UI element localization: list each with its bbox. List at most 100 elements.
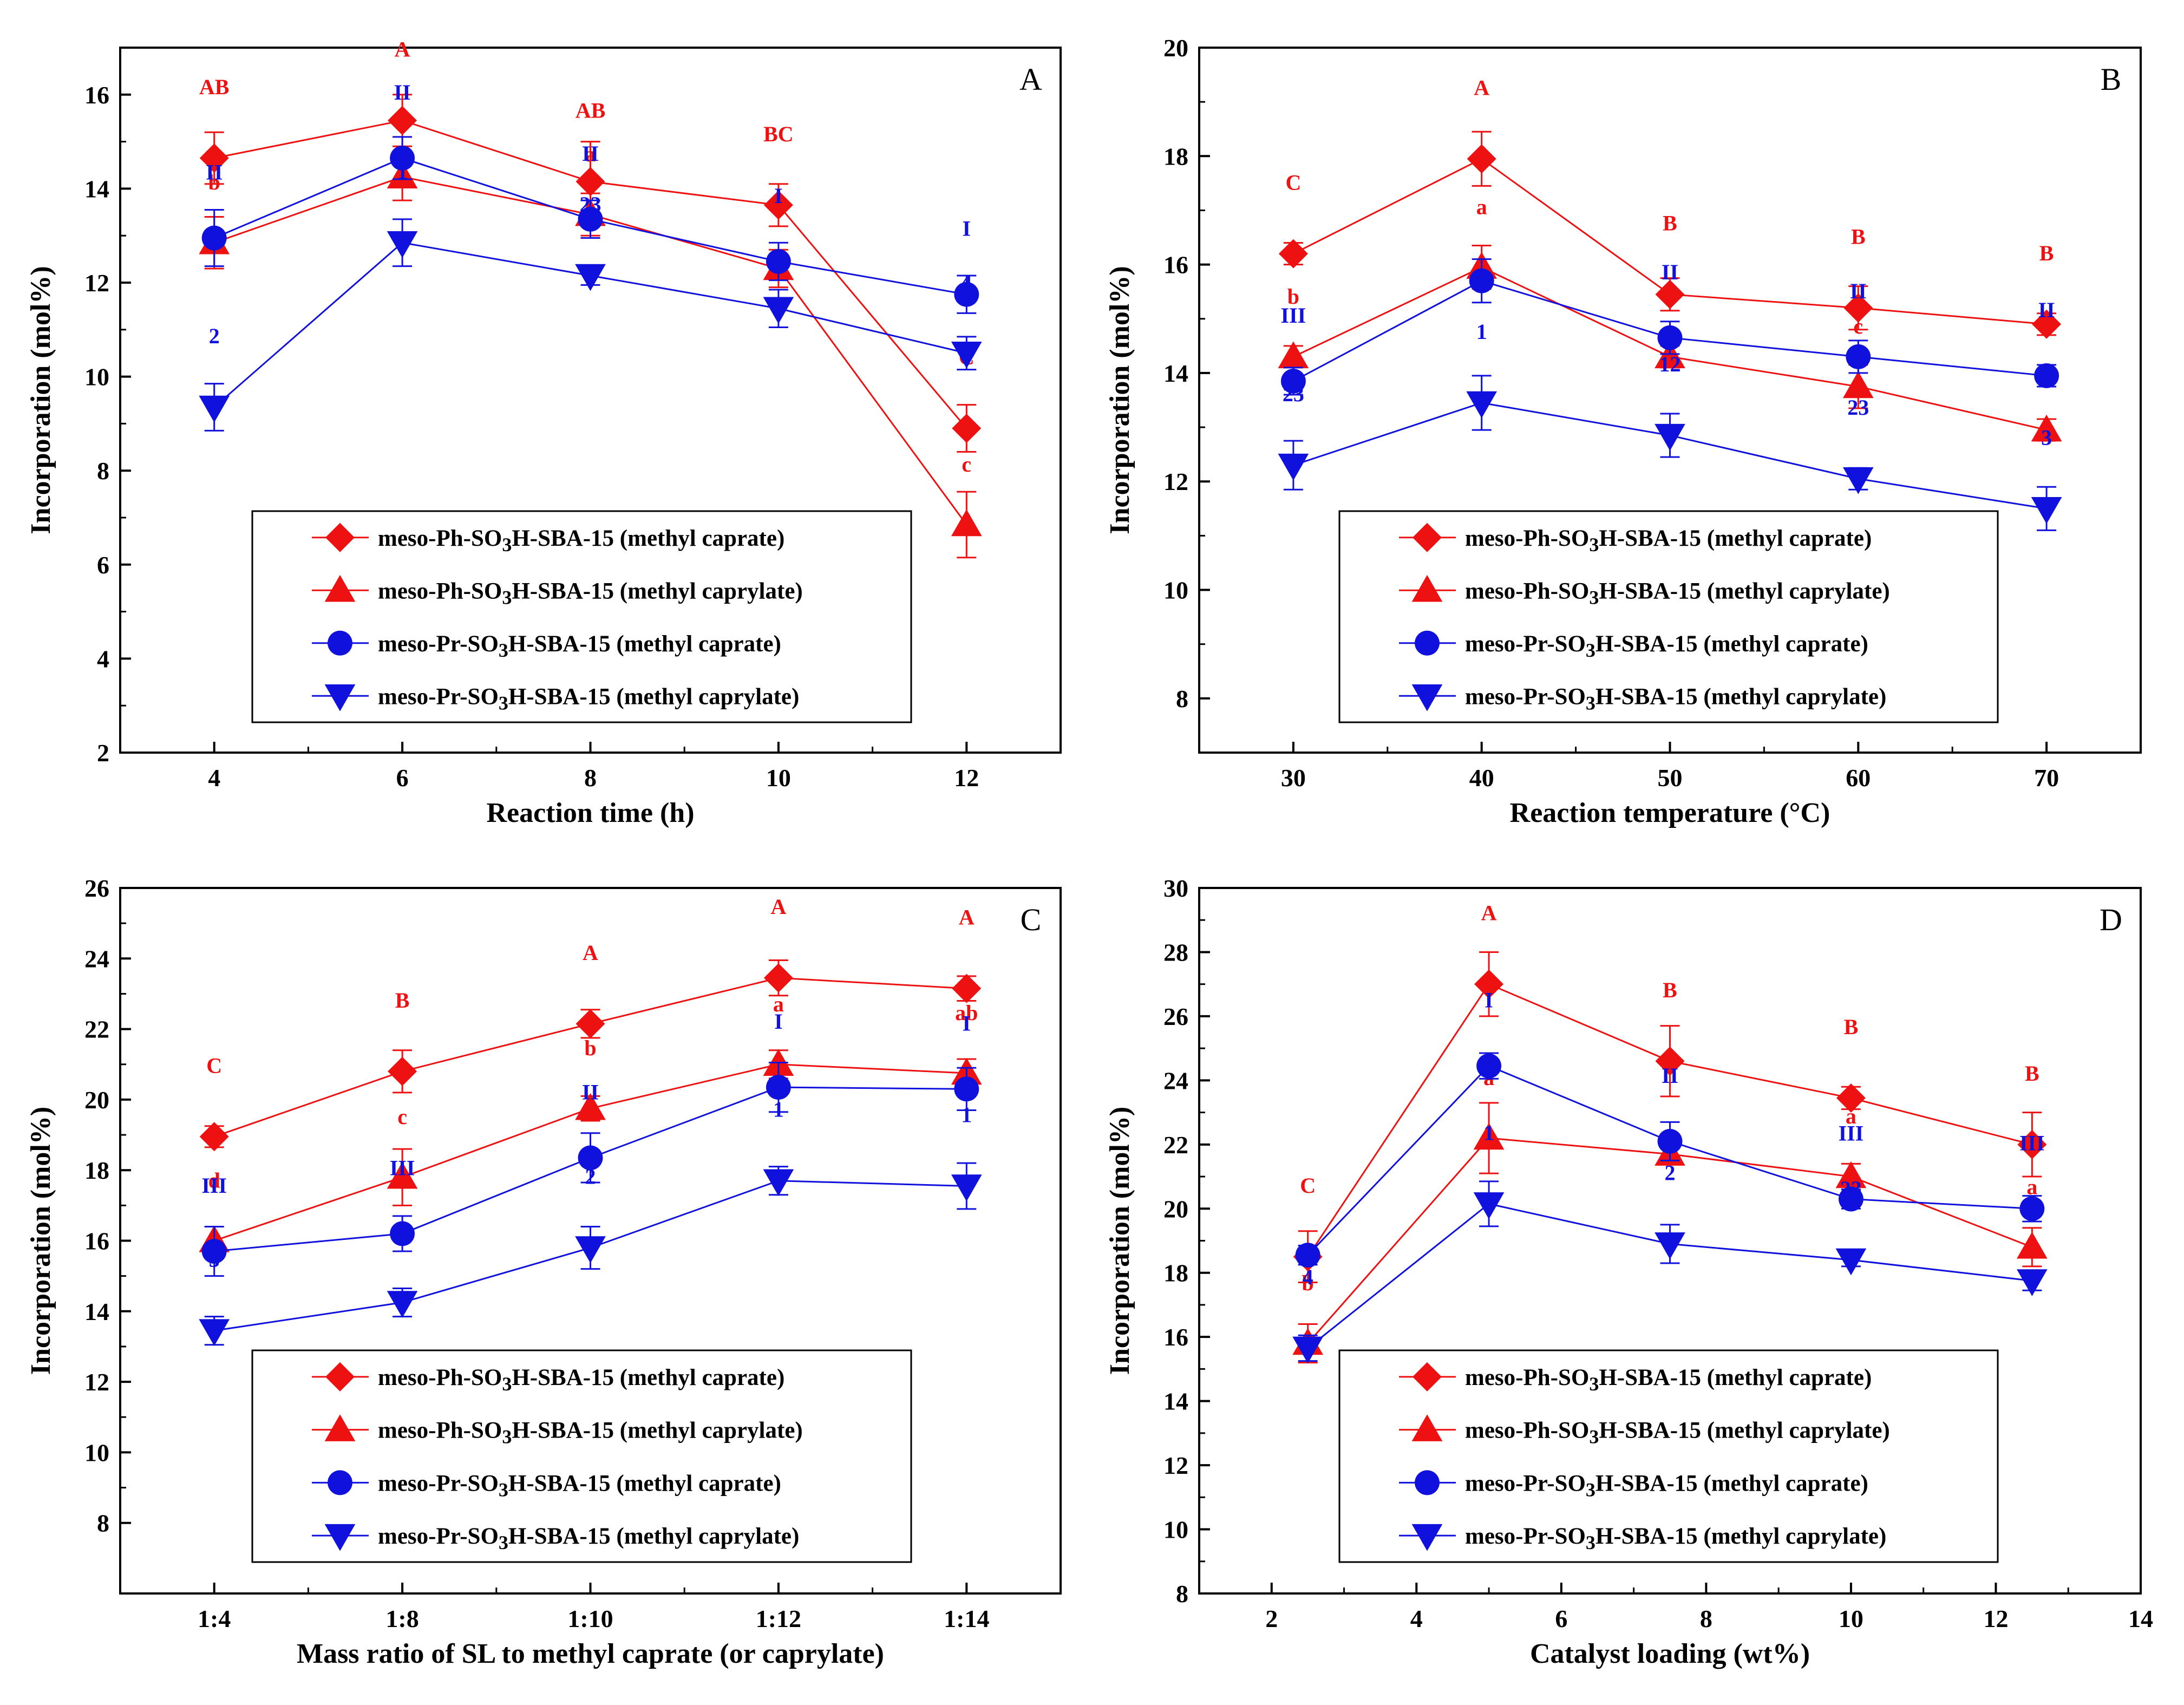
significance-label: 2: [585, 1165, 596, 1189]
significance-label: 23: [1840, 1177, 1862, 1201]
y-tick-label: 26: [1163, 1003, 1188, 1030]
legend-marker: [1413, 1362, 1442, 1392]
legend-label-prefix: meso-Pr-SO: [1465, 631, 1586, 657]
y-tick-label: 16: [84, 81, 109, 109]
legend-label: meso-Pr-SO3H-SBA-15 (methyl caprylate): [378, 684, 799, 714]
legend-label: meso-Ph-SO3H-SBA-15 (methyl caprylate): [378, 1418, 803, 1448]
legend-label-prefix: meso-Ph-SO: [378, 578, 502, 604]
data-point: [951, 1174, 982, 1201]
data-point: [1467, 144, 1496, 174]
series-triangle-down: 23 1 12 23 3: [1278, 319, 2062, 531]
legend-label-subscript: 3: [499, 1479, 508, 1500]
significance-label: II: [2038, 298, 2055, 322]
series-diamond: C A B B B: [1293, 901, 2047, 1283]
significance-label: 1: [1476, 319, 1487, 344]
legend-label-subscript: 3: [499, 1532, 508, 1553]
data-point: [1295, 1243, 1320, 1268]
legend-label-subscript: 3: [1586, 639, 1596, 661]
data-point: [2031, 414, 2062, 442]
significance-label: B: [1851, 225, 1866, 249]
data-point: [387, 1291, 418, 1318]
legend: meso-Ph-SO3H-SBA-15 (methyl caprate)meso…: [1338, 510, 1999, 723]
x-tick-label: 1:14: [944, 1605, 989, 1632]
data-point: [951, 341, 982, 369]
legend-label-subscript: 3: [502, 534, 512, 556]
x-tick-label: 40: [1469, 764, 1494, 792]
x-tick-label: 12: [1983, 1605, 2008, 1632]
legend-label-suffix: H-SBA-15 (methyl caprate): [512, 526, 784, 551]
legend-box: [1338, 1349, 1999, 1563]
x-tick-label: 12: [954, 764, 979, 792]
significance-label: 12: [1659, 352, 1681, 376]
legend-label-prefix: meso-Pr-SO: [378, 684, 499, 709]
series-diamond: C B A A A: [199, 894, 982, 1152]
significance-label: B: [2039, 241, 2054, 265]
legend-marker: [324, 574, 356, 602]
data-point: [575, 1236, 606, 1263]
legend-label-suffix: H-SBA-15 (methyl caprylate): [1596, 1524, 1886, 1549]
data-point: [763, 190, 793, 220]
data-point: [1278, 341, 1309, 369]
data-point: [1655, 1232, 1685, 1259]
y-tick-label: 2: [97, 739, 109, 767]
y-tick-label: 12: [84, 269, 109, 297]
legend-label-prefix: meso-Ph-SO: [378, 526, 502, 551]
legend-label-prefix: meso-Ph-SO: [1465, 578, 1589, 604]
legend-label: meso-Pr-SO3H-SBA-15 (methyl caprate): [1465, 631, 1868, 661]
legend-label-prefix: meso-Pr-SO: [1465, 1524, 1586, 1549]
data-point: [1842, 371, 1874, 399]
legend-label-suffix: H-SBA-15 (methyl caprate): [1596, 631, 1868, 657]
y-tick-label: 20: [84, 1086, 109, 1114]
significance-label: a: [2026, 1174, 2037, 1199]
y-tick-label: 18: [1163, 142, 1188, 170]
data-point: [1838, 1186, 1863, 1212]
data-point: [1278, 453, 1309, 481]
significance-label: c: [774, 196, 783, 220]
data-point: [199, 1319, 230, 1346]
legend-label-subscript: 3: [1586, 1532, 1596, 1553]
legend-label-subscript: 3: [502, 586, 512, 608]
legend-label: meso-Pr-SO3H-SBA-15 (methyl caprate): [1465, 1471, 1868, 1500]
legend-label-subscript: 3: [1589, 534, 1599, 556]
significance-label: 2: [1665, 1160, 1676, 1185]
legend-box: [251, 1349, 912, 1563]
significance-label: A: [959, 905, 975, 930]
panel-c: 1:4 1:8 1:10 1:12 1:148101214161820222426Mas…: [25, 874, 1062, 1669]
significance-label: III: [1281, 303, 1306, 328]
data-point: [951, 509, 982, 537]
data-point: [1292, 1336, 1324, 1364]
data-point: [1835, 1161, 1867, 1188]
significance-label: 2: [209, 324, 220, 348]
data-point: [201, 1239, 227, 1264]
data-point: [1846, 344, 1871, 369]
significance-label: III: [2019, 1131, 2045, 1155]
x-axis-title: Reaction time (h): [486, 798, 694, 828]
x-tick-label: 2: [1265, 1605, 1278, 1632]
significance-label: BC: [763, 122, 794, 146]
y-tick-label: 24: [1163, 1067, 1188, 1094]
x-tick-label: 8: [1700, 1605, 1712, 1632]
data-point: [1280, 368, 1306, 394]
y-axis-title: Incorporation (mol%): [25, 1107, 56, 1375]
y-tick-label: 14: [1163, 1388, 1188, 1415]
data-point: [1842, 467, 1874, 494]
series-diamond: ABAABBCC: [199, 37, 982, 453]
legend-label-subscript: 3: [499, 639, 508, 661]
data-point: [2016, 1269, 2048, 1296]
significance-label: II: [582, 141, 599, 166]
data-point: [199, 1122, 229, 1152]
significance-label: A: [583, 940, 598, 965]
y-tick-label: 8: [1176, 1580, 1188, 1608]
significance-label: III: [201, 1173, 227, 1198]
series-triangle-down: 4 1 2 23: [1292, 1120, 2048, 1364]
legend-label-prefix: meso-Ph-SO: [1465, 1418, 1589, 1443]
y-tick-label: 10: [1163, 1516, 1188, 1544]
data-point: [2017, 1129, 2047, 1159]
y-tick-label: 10: [1163, 577, 1188, 604]
significance-label: 3: [209, 1247, 220, 1272]
data-point: [199, 395, 230, 423]
y-axis-title: Incorporation (mol%): [1104, 266, 1135, 534]
legend-label-prefix: meso-Ph-SO: [1465, 526, 1589, 551]
significance-label: III: [390, 1155, 415, 1180]
legend-marker: [325, 522, 355, 552]
